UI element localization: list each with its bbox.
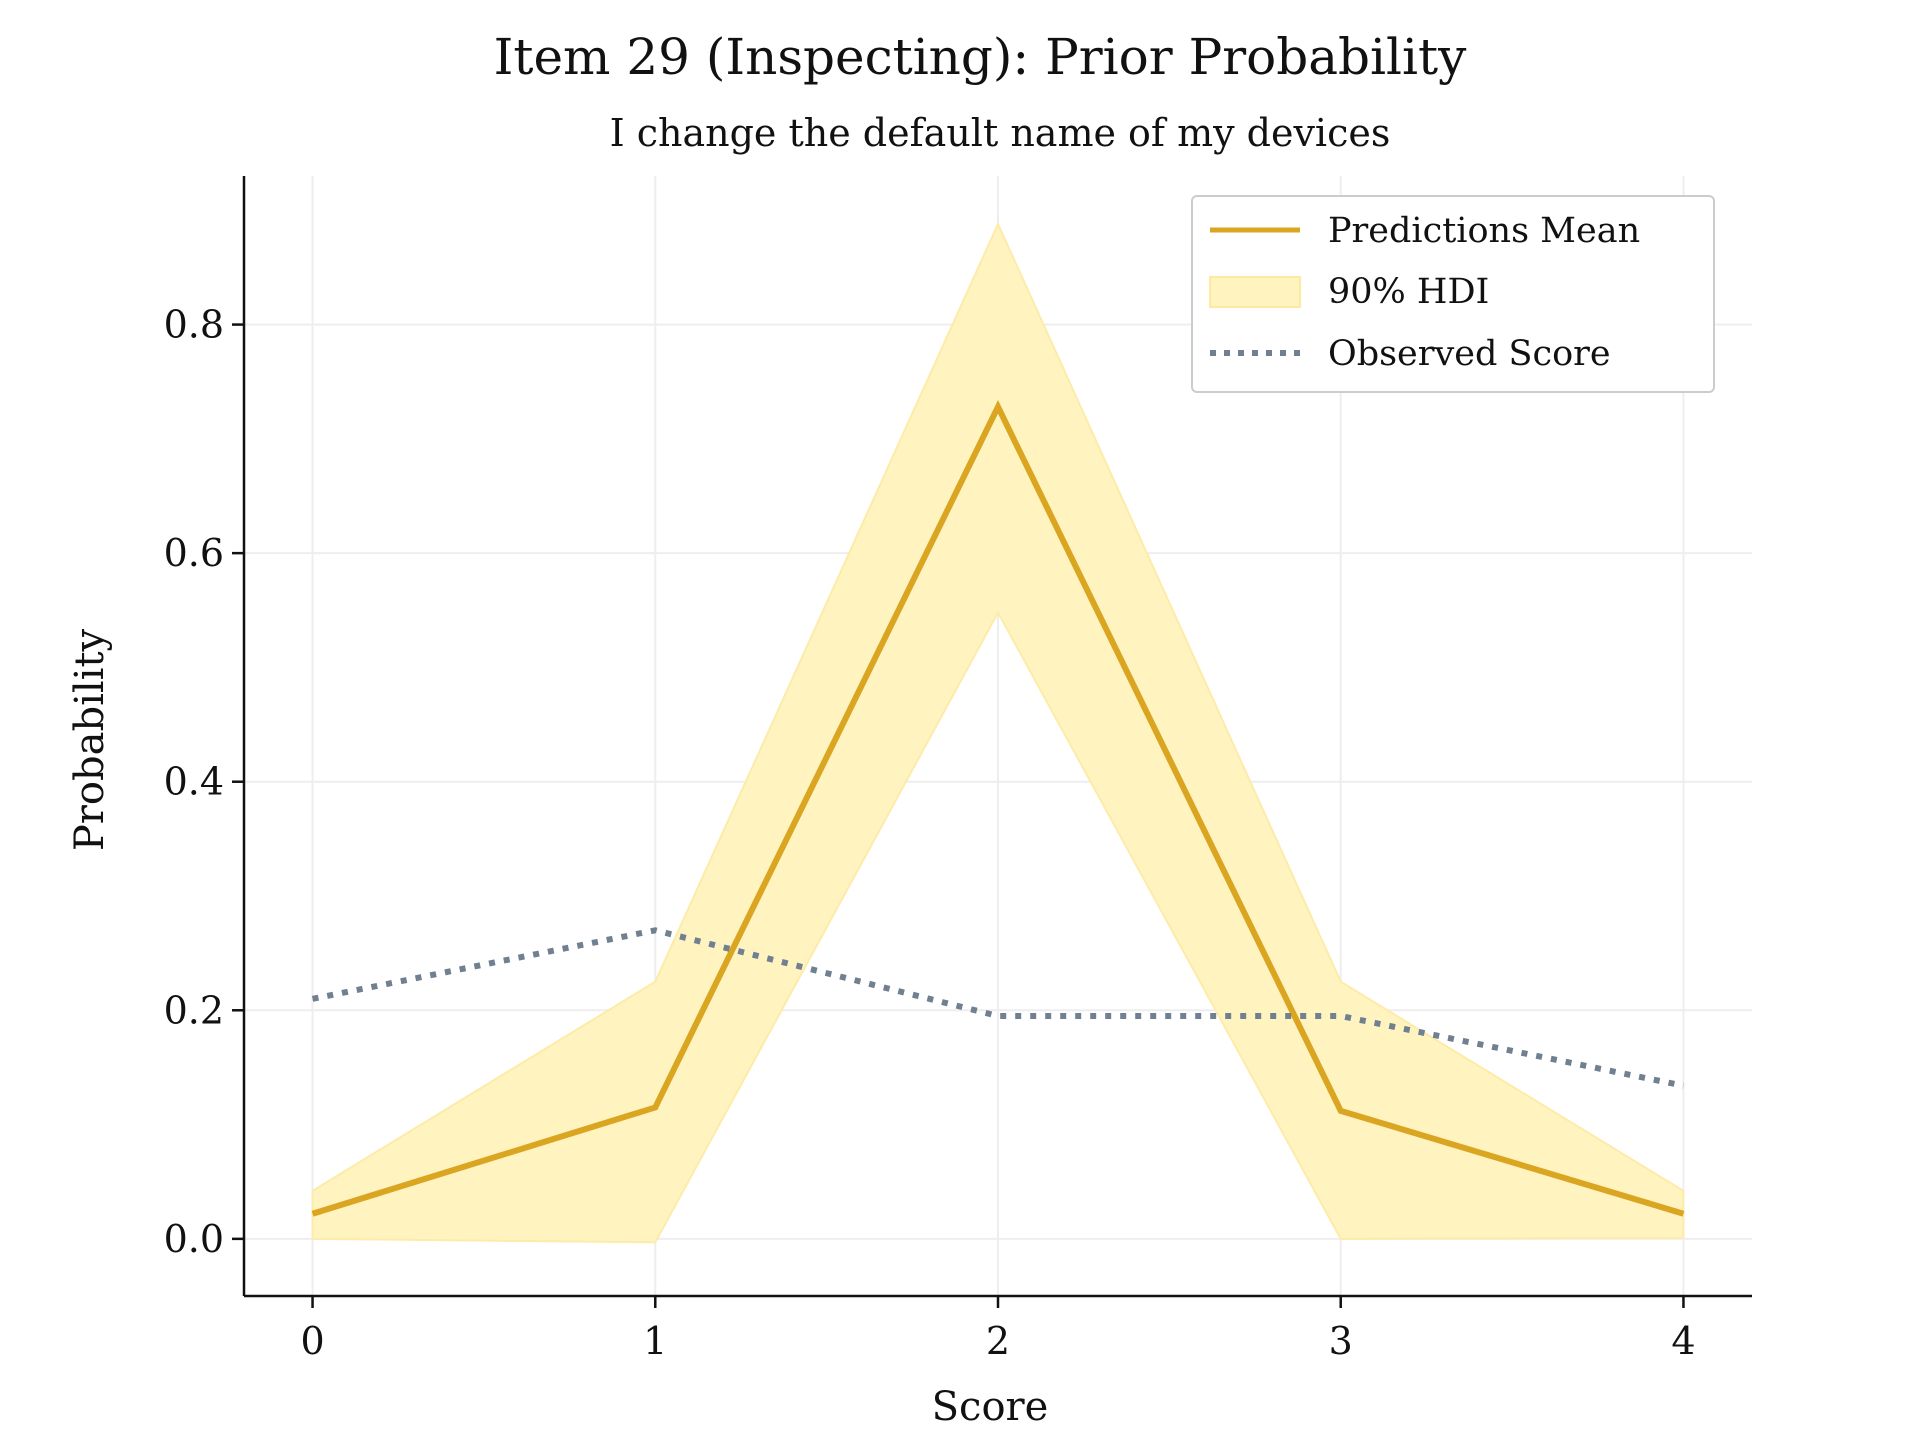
y-axis-label: Probability <box>67 628 113 851</box>
y-tick-label: 0.4 <box>164 760 224 804</box>
x-tick-label: 1 <box>643 1319 667 1363</box>
y-tick-label: 0.8 <box>164 303 224 347</box>
legend-swatch-hdi <box>1209 276 1301 308</box>
y-tick-label: 0.6 <box>164 531 224 575</box>
chart-title: Item 29 (Inspecting): Prior Probability <box>494 28 1467 86</box>
y-tick-label: 0.2 <box>164 988 224 1032</box>
legend-frame <box>1191 195 1715 393</box>
predictions-mean-line <box>311 400 1685 1217</box>
x-tick-label: 0 <box>300 1319 324 1363</box>
legend-label-observed-score: Observed Score <box>1328 334 1611 374</box>
y-tick-label: 0.0 <box>164 1217 224 1261</box>
legend-label-predictions-mean: Predictions Mean <box>1328 211 1640 251</box>
hdi-band <box>311 221 1685 1244</box>
chart-subtitle: I change the default name of my devices <box>610 111 1391 155</box>
x-tick-label: 2 <box>986 1319 1010 1363</box>
x-tick-label: 3 <box>1329 1319 1353 1363</box>
x-tick-label: 4 <box>1671 1319 1695 1363</box>
hdi-band-layer <box>311 221 1685 1244</box>
legend-label-hdi: 90% HDI <box>1328 272 1489 312</box>
axes <box>232 176 1752 1308</box>
x-axis-label: Score <box>932 1384 1049 1430</box>
legend: Predictions Mean 90% HDI Observed Score <box>1191 195 1715 393</box>
tick-labels: 0 1 2 3 4 0.0 0.2 0.4 0.6 0.8 <box>164 303 1696 1363</box>
series-line-layer <box>311 400 1685 1217</box>
